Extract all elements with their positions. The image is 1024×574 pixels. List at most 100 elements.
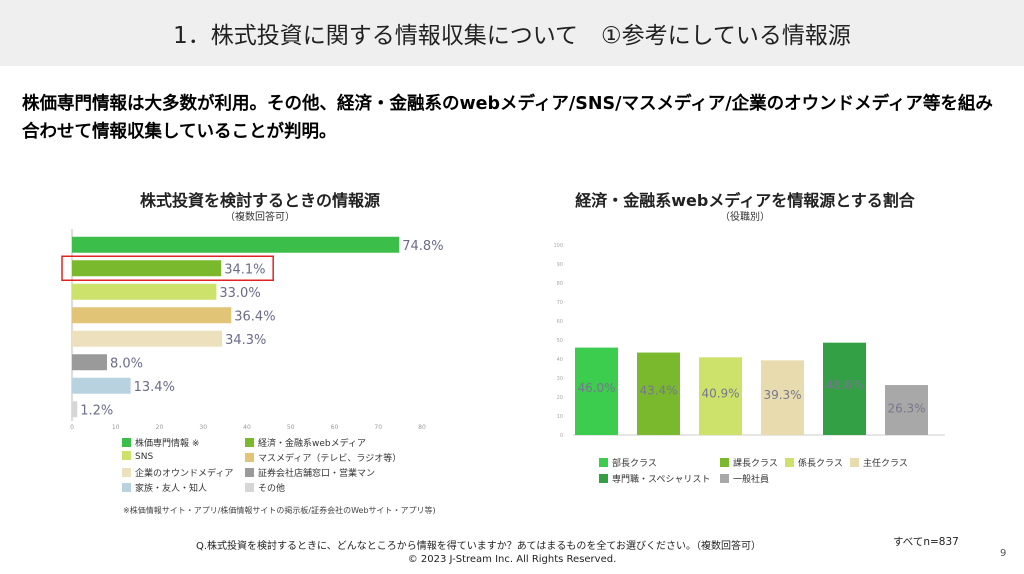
left-x-tick: 20 <box>156 424 164 431</box>
left-chart-subtitle: （複数回答可） <box>225 212 295 223</box>
left-chart-title: 株式投資を検討するときの情報源 <box>139 191 380 210</box>
legend-label: 家族・友人・知人 <box>135 484 208 494</box>
right-chart-legend: 部長クラス 課長クラス 係長クラス 主任クラス専門職・スペシャリスト 一般社員 <box>585 456 965 490</box>
left-x-tick: 10 <box>112 424 120 431</box>
left-legend-item: 証券会社店舗窓口・営業マン <box>245 466 375 479</box>
left-bar-label: 74.8% <box>402 239 443 254</box>
legend-label: 一般社員 <box>733 475 770 485</box>
right-y-tick: 60 <box>557 319 563 325</box>
left-x-tick: 30 <box>199 424 207 431</box>
survey-question: Q.株式投資を検討するときに、どんなところから情報を得ていますか？あてはまるもの… <box>196 541 762 552</box>
right-bar <box>637 352 680 435</box>
left-legend-item: 経済・金融系webメディア <box>245 436 366 449</box>
left-bar-chart: 74.8% 34.1% 33.0% 36.4% 34.3% 8.0% 13.4% 1.2% 0 1… <box>61 229 444 431</box>
legend-label: 主任クラス <box>863 459 908 469</box>
left-x-tick: 60 <box>331 424 339 431</box>
legend-swatch <box>122 483 131 492</box>
left-chart-legend: 株価専門情報 ※ 経済・金融系webメディア SNS マスメディア（テレビ、ラジオ等）… <box>122 436 482 506</box>
right-y-tick: 90 <box>557 262 563 268</box>
highlight-box <box>61 255 274 281</box>
sample-size: すべてn=837 <box>893 536 959 548</box>
right-bar <box>885 385 928 435</box>
left-bar <box>72 283 217 300</box>
legend-swatch <box>720 458 729 467</box>
right-legend-item: 一般社員 <box>720 472 769 485</box>
right-bar <box>823 342 866 435</box>
right-bar <box>761 360 804 435</box>
legend-label: 経済・金融系webメディア <box>258 439 366 449</box>
legend-label: 専門職・スペシャリスト <box>612 475 711 485</box>
legend-label: その他 <box>258 484 286 494</box>
legend-label: SNS <box>135 452 154 462</box>
legend-label: 部長クラス <box>612 459 657 469</box>
left-legend-item: 株価専門情報 ※ <box>122 436 199 449</box>
right-legend-item: 課長クラス <box>720 456 778 469</box>
right-chart-title: 経済・金融系webメディアを情報源とする割合 <box>575 191 915 210</box>
legend-label: 株価専門情報 ※ <box>135 439 200 449</box>
right-y-tick: 40 <box>557 357 563 363</box>
right-y-tick: 10 <box>557 414 563 420</box>
right-legend-item: 部長クラス <box>599 456 657 469</box>
right-bar-label: 46.0% <box>577 381 615 395</box>
legend-swatch <box>599 474 608 483</box>
right-bar-label: 43.4% <box>639 384 677 398</box>
right-legend-item: 専門職・スペシャリスト <box>599 472 710 485</box>
left-x-tick: 40 <box>243 424 251 431</box>
right-bar-label: 39.3% <box>763 388 801 402</box>
legend-label: マスメディア（テレビ、ラジオ等） <box>258 454 402 464</box>
left-bar-label: 13.4% <box>134 380 175 395</box>
legend-swatch <box>122 451 131 460</box>
left-bar-label: 1.2% <box>80 403 113 418</box>
right-y-tick: 50 <box>557 338 563 344</box>
left-legend-item: SNS <box>122 451 153 462</box>
left-bar-label: 34.1% <box>224 262 265 277</box>
left-legend-item: 企業のオウンドメディア <box>122 466 233 479</box>
right-y-tick: 0 <box>560 433 563 439</box>
left-x-tick: 70 <box>374 424 382 431</box>
right-y-tick: 80 <box>557 281 563 287</box>
left-bar <box>72 354 107 371</box>
right-chart-subtitle: （役職別） <box>720 212 770 223</box>
left-x-tick: 0 <box>70 424 74 431</box>
right-bar-chart: 0 10 20 30 40 50 60 70 80 90 100 46.0% 43.4% 40.9% 39.… <box>553 243 945 439</box>
legend-swatch <box>245 438 254 447</box>
left-bar <box>72 236 400 253</box>
left-bar <box>72 330 223 347</box>
left-x-tick: 50 <box>287 424 295 431</box>
left-legend-item: その他 <box>245 481 285 494</box>
left-bar-label: 33.0% <box>219 286 260 301</box>
legend-label: 企業のオウンドメディア <box>135 469 234 479</box>
right-bar <box>699 357 742 435</box>
left-bar-label: 36.4% <box>234 309 275 324</box>
legend-label: 係長クラス <box>798 459 843 469</box>
right-legend-item: 係長クラス <box>785 456 843 469</box>
right-y-tick: 100 <box>553 243 563 249</box>
legend-swatch <box>720 474 729 483</box>
legend-label: 証券会社店舗窓口・営業マン <box>258 469 376 479</box>
right-bar <box>575 347 618 435</box>
right-bar-label: 40.9% <box>701 386 739 400</box>
left-bar <box>72 401 78 418</box>
left-bar <box>72 307 232 324</box>
right-y-tick: 30 <box>557 376 563 382</box>
left-bar <box>72 377 131 394</box>
title-band: 1．株式投資に関する情報収集について ①参考にしている情報源 <box>0 0 1024 66</box>
left-legend-item: マスメディア（テレビ、ラジオ等） <box>245 451 401 464</box>
legend-swatch <box>599 458 608 467</box>
left-chart-footnote: ※株価情報サイト・アプリ/株価情報サイトの掲示板/証券会社のWebサイト・アプリ… <box>123 506 436 515</box>
legend-swatch <box>122 468 131 477</box>
left-x-tick: 80 <box>418 424 426 431</box>
legend-swatch <box>122 438 131 447</box>
right-y-tick: 20 <box>557 395 563 401</box>
left-bar-label: 8.0% <box>110 356 143 371</box>
legend-swatch <box>785 458 794 467</box>
left-bar-label: 34.3% <box>225 333 266 348</box>
legend-swatch <box>245 483 254 492</box>
headline: 株価専門情報は大多数が利用。その他、経済・金融系のwebメディア/SNS/マスメ… <box>22 94 993 142</box>
copyright: © 2023 J-Stream Inc. All Rights Reserved… <box>407 554 617 565</box>
legend-swatch <box>245 468 254 477</box>
legend-swatch <box>245 453 254 462</box>
legend-swatch <box>850 458 859 467</box>
page-title: 1．株式投資に関する情報収集について ①参考にしている情報源 <box>173 23 851 49</box>
page-number: 9 <box>1000 548 1007 559</box>
